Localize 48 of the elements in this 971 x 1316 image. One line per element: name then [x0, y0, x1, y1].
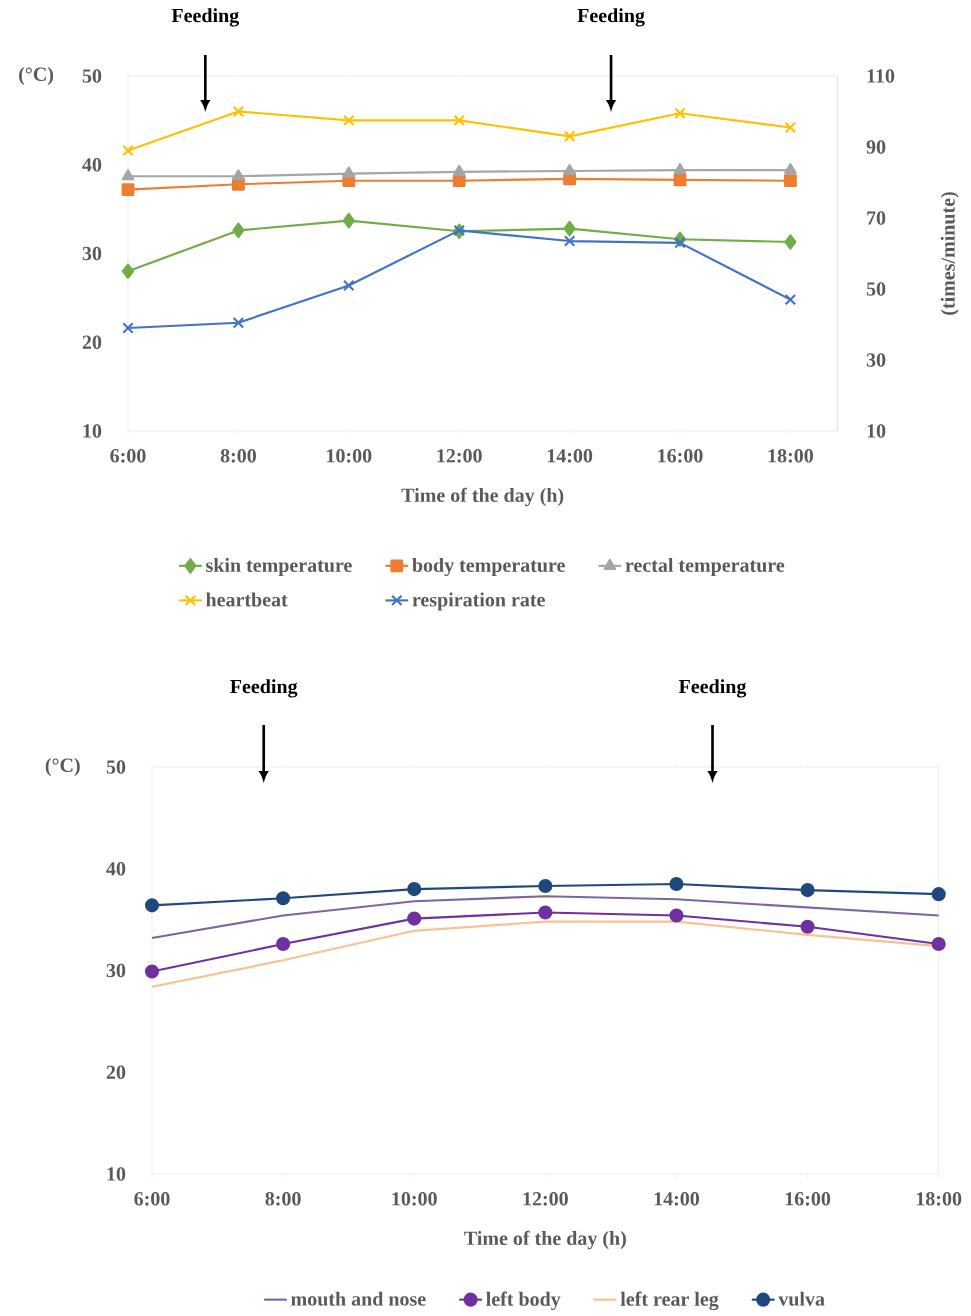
y2-tick-label: 30 [866, 353, 886, 367]
x-tick-label: 12:00 [437, 449, 482, 463]
y-tick-label: 40 [82, 157, 102, 172]
x-tick-label: 14:00 [654, 1192, 700, 1206]
y2-axis-title: (times/minute) [940, 192, 959, 315]
y2-tick-label: 90 [866, 140, 886, 154]
legend-label: heartbeat [206, 592, 288, 607]
text: Feeding [171, 8, 240, 27]
legend-label: rectal temperature [625, 557, 785, 577]
legend-label: body temperature [412, 557, 565, 577]
y-tick-label: 40 [106, 862, 126, 876]
x-tick-label: 6:00 [134, 1192, 170, 1206]
y-tick-label: 20 [106, 1065, 126, 1079]
legend-label: vulva [778, 1291, 825, 1306]
y-tick-label: 30 [82, 246, 102, 261]
x-tick-label: 8:00 [220, 449, 256, 463]
x-tick-label: 10:00 [392, 1192, 437, 1206]
x-tick-label: 16:00 [785, 1192, 831, 1206]
y2-tick-label: 10 [867, 424, 886, 438]
x-axis-title: Time of the day (h) [401, 487, 564, 507]
y-tick-label: 10 [107, 1167, 126, 1181]
x-tick-label: 8:00 [265, 1192, 301, 1206]
y-tick-label: 10 [83, 424, 102, 438]
legend-label: respiration rate [412, 592, 545, 611]
x-tick-label: 18:00 [768, 449, 813, 463]
legend-label: left rear leg [620, 1291, 719, 1311]
x-tick-label: 10:00 [327, 449, 372, 463]
x-tick-label: 12:00 [523, 1192, 568, 1206]
x-tick-label: 16:00 [658, 449, 703, 463]
y2-tick-label: 70 [867, 211, 886, 225]
y-tick-label: 20 [82, 335, 102, 349]
y-axis-title: (°C) [19, 66, 54, 86]
text: Feeding [577, 8, 645, 27]
y2-tick-label: 50 [866, 282, 886, 296]
text: Feeding [230, 679, 298, 698]
y-tick-label: 50 [82, 69, 102, 83]
x-tick-label: 14:00 [547, 449, 593, 463]
y2-tick-label: 110 [867, 69, 895, 83]
text: Feeding [678, 679, 747, 698]
legend-label: mouth and nose [291, 1291, 426, 1306]
legend-label: left body [486, 1291, 561, 1310]
x-axis-title: Time of the day (h) [464, 1230, 626, 1250]
x-tick-label: 18:00 [916, 1192, 962, 1206]
y-tick-label: 50 [106, 760, 126, 774]
x-tick-label: 6:00 [110, 449, 146, 463]
y-axis-title: (°C) [45, 757, 80, 777]
legend-label: skin temperature [206, 557, 352, 577]
y-tick-label: 30 [106, 963, 126, 978]
